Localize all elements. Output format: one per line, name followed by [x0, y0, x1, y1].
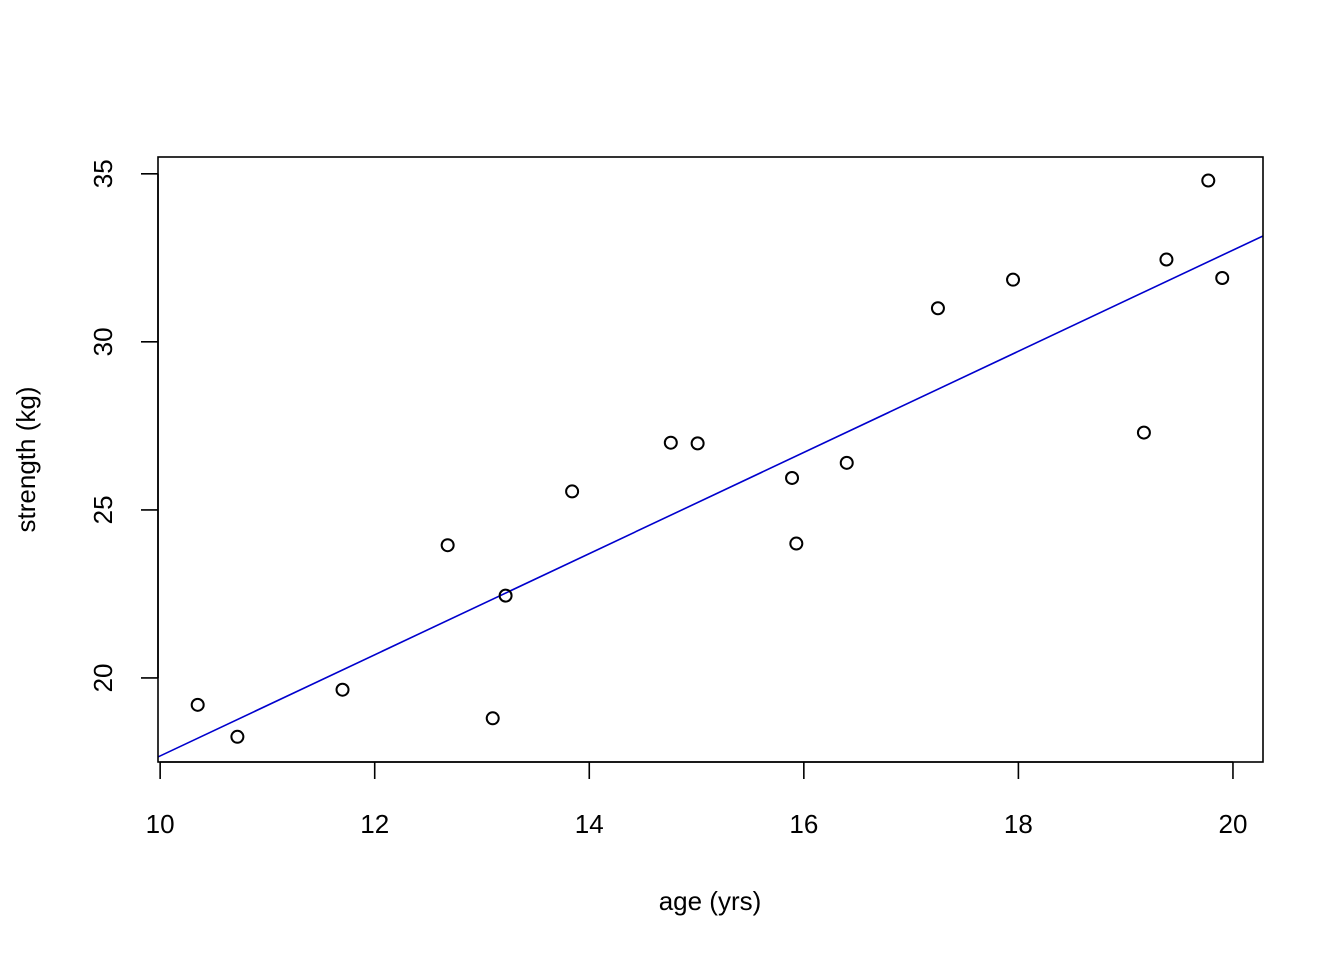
y-axis-title: strength (kg) [11, 387, 41, 533]
fit-line-layer [158, 235, 1263, 758]
x-tick-label: 14 [575, 809, 604, 839]
data-point [663, 435, 678, 450]
points-layer [190, 173, 1230, 744]
y-tick-label: 20 [88, 664, 118, 693]
plot-box [157, 156, 1264, 763]
data-point [785, 470, 800, 485]
x-tick-label: 10 [146, 809, 175, 839]
data-point [690, 436, 705, 451]
x-axis-title: age (yrs) [659, 886, 762, 916]
data-point [1159, 252, 1174, 267]
data-point [440, 538, 455, 553]
y-tick-label: 30 [88, 327, 118, 356]
x-tick-label: 20 [1219, 809, 1248, 839]
y-tick-label: 35 [88, 159, 118, 188]
y-tick-label: 25 [88, 495, 118, 524]
data-point [1201, 173, 1216, 188]
x-tick-label: 16 [789, 809, 818, 839]
data-point [1006, 272, 1021, 287]
x-tick-label: 18 [1004, 809, 1033, 839]
data-point [498, 588, 513, 603]
data-point [190, 697, 205, 712]
data-point [789, 536, 804, 551]
data-point [930, 301, 945, 316]
data-point [1136, 425, 1151, 440]
data-point [230, 729, 245, 744]
y-axis: 20 25 30 35 [88, 159, 159, 693]
data-point [565, 484, 580, 499]
data-point [1215, 271, 1230, 285]
x-tick-label: 12 [360, 809, 389, 839]
data-point [839, 455, 854, 470]
x-axis: 10 12 14 16 18 20 [146, 761, 1248, 839]
data-point [485, 711, 500, 726]
data-point [335, 682, 350, 697]
regression-line [158, 235, 1263, 758]
